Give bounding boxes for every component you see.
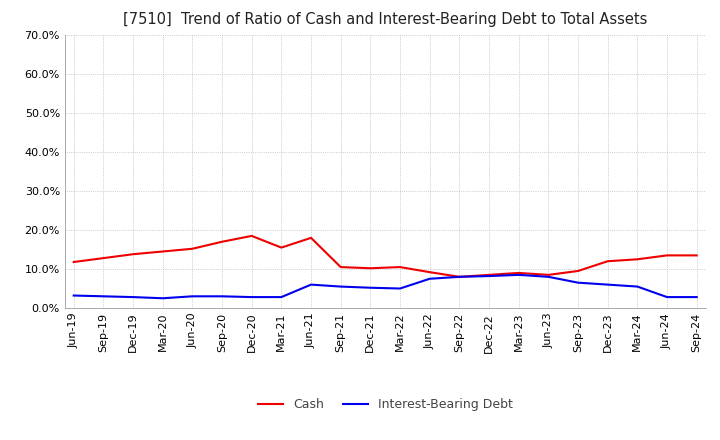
Title: [7510]  Trend of Ratio of Cash and Interest-Bearing Debt to Total Assets: [7510] Trend of Ratio of Cash and Intere… <box>123 12 647 27</box>
Cash <box>544 272 553 278</box>
Line: Interest-Bearing Debt: Interest-Bearing Debt <box>73 275 697 298</box>
Interest-Bearing Debt <box>544 274 553 279</box>
Interest-Bearing Debt <box>158 296 167 301</box>
Cash <box>366 266 374 271</box>
Cash <box>396 264 405 270</box>
Interest-Bearing Debt <box>485 273 493 279</box>
Interest-Bearing Debt <box>396 286 405 291</box>
Interest-Bearing Debt <box>426 276 434 282</box>
Interest-Bearing Debt <box>693 294 701 300</box>
Cash <box>662 253 671 258</box>
Interest-Bearing Debt <box>633 284 642 289</box>
Cash <box>217 239 226 244</box>
Interest-Bearing Debt <box>69 293 78 298</box>
Interest-Bearing Debt <box>129 294 138 300</box>
Cash <box>188 246 197 251</box>
Cash <box>485 272 493 278</box>
Cash <box>693 253 701 258</box>
Cash <box>277 245 286 250</box>
Interest-Bearing Debt <box>603 282 612 287</box>
Cash <box>455 274 464 279</box>
Interest-Bearing Debt <box>277 294 286 300</box>
Interest-Bearing Debt <box>662 294 671 300</box>
Cash <box>129 252 138 257</box>
Interest-Bearing Debt <box>307 282 315 287</box>
Cash <box>603 259 612 264</box>
Cash <box>336 264 345 270</box>
Cash <box>426 270 434 275</box>
Cash <box>69 259 78 264</box>
Cash <box>307 235 315 241</box>
Interest-Bearing Debt <box>188 293 197 299</box>
Interest-Bearing Debt <box>574 280 582 285</box>
Interest-Bearing Debt <box>455 274 464 279</box>
Interest-Bearing Debt <box>514 272 523 278</box>
Interest-Bearing Debt <box>336 284 345 289</box>
Cash <box>158 249 167 254</box>
Interest-Bearing Debt <box>217 293 226 299</box>
Interest-Bearing Debt <box>248 294 256 300</box>
Line: Cash: Cash <box>73 236 697 277</box>
Cash <box>99 256 108 261</box>
Cash <box>514 270 523 275</box>
Cash <box>633 257 642 262</box>
Cash <box>248 233 256 238</box>
Cash <box>574 268 582 274</box>
Legend: Cash, Interest-Bearing Debt: Cash, Interest-Bearing Debt <box>253 393 518 416</box>
Interest-Bearing Debt <box>99 293 108 299</box>
Interest-Bearing Debt <box>366 285 374 290</box>
